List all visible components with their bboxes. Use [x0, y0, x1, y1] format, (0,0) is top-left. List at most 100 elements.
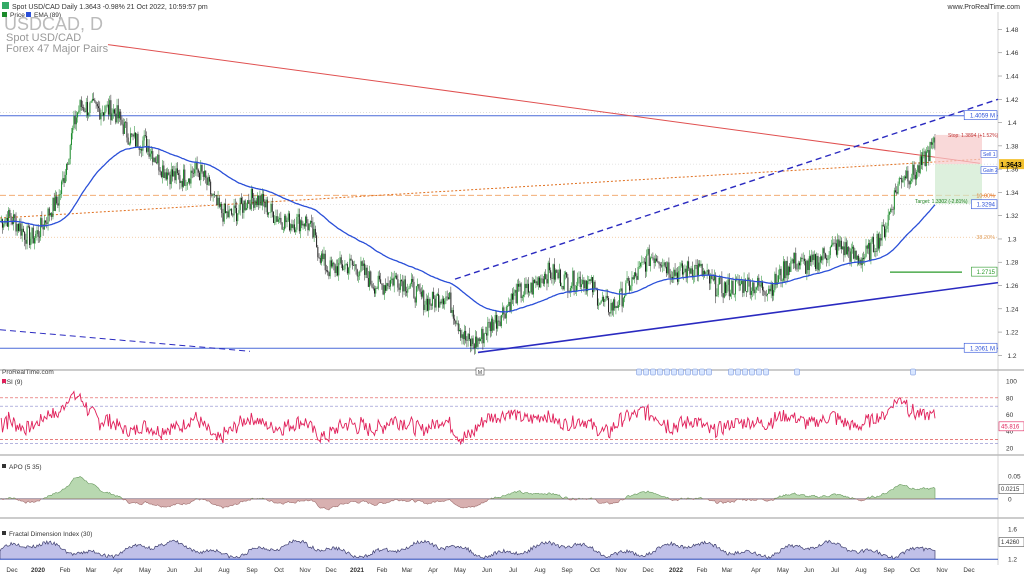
- event-marker[interactable]: [685, 368, 691, 376]
- candle-body: [164, 172, 166, 179]
- candle-body: [78, 110, 80, 113]
- event-marker[interactable]: [794, 368, 800, 376]
- time-tick-label: Nov: [299, 567, 311, 574]
- candle-body: [236, 208, 238, 222]
- candle-body: [516, 283, 518, 304]
- time-tick-label: Apr: [428, 567, 438, 574]
- time-tick-label: Nov: [936, 567, 948, 574]
- candle-body: [136, 133, 138, 147]
- candle-body: [562, 285, 564, 290]
- event-marker[interactable]: [728, 368, 734, 376]
- candle-body: [329, 260, 331, 277]
- candle-body: [169, 174, 171, 185]
- time-tick-label: Mar: [86, 567, 97, 574]
- candle-body: [778, 275, 780, 283]
- candle-body: [645, 261, 647, 272]
- candle-body: [290, 224, 292, 231]
- candle-body: [337, 266, 339, 276]
- support-trendline[interactable]: [477, 281, 999, 354]
- event-marker[interactable]: [749, 368, 755, 376]
- candle-body: [279, 217, 281, 220]
- candle-body: [686, 261, 688, 279]
- event-marker[interactable]: [763, 368, 769, 376]
- event-marker[interactable]: [692, 368, 698, 376]
- candle-body: [338, 262, 340, 276]
- legend-ema[interactable]: EMA (89): [34, 12, 61, 19]
- candle-body: [196, 161, 198, 170]
- event-marker[interactable]: [735, 368, 741, 376]
- candle-body: [470, 339, 472, 347]
- candle-body: [880, 237, 882, 241]
- target-zone[interactable]: [935, 164, 982, 204]
- orange-trendline[interactable]: [0, 158, 981, 219]
- candle-body: [350, 258, 352, 261]
- event-marker[interactable]: [706, 368, 712, 376]
- site-label: www.ProRealTime.com: [947, 4, 1021, 11]
- candle-body: [827, 259, 829, 260]
- event-marker[interactable]: [643, 368, 649, 376]
- candle-body: [284, 215, 286, 230]
- candle-body: [258, 195, 260, 206]
- low-marker[interactable]: [475, 367, 485, 376]
- candle-body: [38, 236, 40, 238]
- candle-body: [477, 338, 479, 347]
- legend-swatch-ema: [26, 12, 31, 17]
- candle-body: [853, 246, 855, 259]
- candle-body: [32, 227, 34, 244]
- candle-body: [383, 285, 385, 295]
- event-marker[interactable]: [678, 368, 684, 376]
- stop-zone[interactable]: [935, 134, 982, 165]
- red-trendline[interactable]: [107, 44, 981, 164]
- candle-body: [922, 152, 924, 165]
- candle-body: [187, 178, 189, 183]
- event-marker[interactable]: [671, 368, 677, 376]
- event-marker[interactable]: [664, 368, 670, 376]
- candle-body: [224, 203, 226, 214]
- event-marker[interactable]: [910, 368, 916, 376]
- candle-body: [580, 284, 582, 287]
- candle-body: [542, 278, 544, 284]
- candle-body: [563, 274, 565, 290]
- candle-body: [796, 268, 798, 270]
- candle-body: [614, 299, 616, 309]
- candle-body: [359, 271, 361, 276]
- candle-body: [505, 306, 507, 319]
- candle-body: [26, 226, 28, 244]
- candle-body: [901, 178, 903, 183]
- candle-body: [137, 133, 139, 148]
- candle-body: [105, 105, 107, 112]
- legend-price[interactable]: Price: [10, 12, 25, 19]
- candle-body: [70, 133, 72, 146]
- candle-body: [461, 334, 463, 338]
- event-marker[interactable]: [699, 368, 705, 376]
- candle-body: [423, 290, 425, 311]
- channel-trendline[interactable]: [454, 98, 999, 280]
- event-marker[interactable]: [742, 368, 748, 376]
- candle-body: [286, 220, 288, 223]
- candle-body: [616, 306, 618, 308]
- candle-body: [109, 100, 111, 115]
- candle-body: [413, 281, 415, 298]
- event-marker[interactable]: [650, 368, 656, 376]
- event-marker[interactable]: [756, 368, 762, 376]
- candle-body: [848, 246, 850, 252]
- event-marker[interactable]: [636, 368, 642, 376]
- old-channel-line[interactable]: [0, 329, 251, 352]
- candle-body: [217, 197, 219, 206]
- event-marker[interactable]: [657, 368, 663, 376]
- candle-body: [11, 220, 13, 224]
- sell-badge[interactable]: [980, 150, 998, 158]
- candle-body: [390, 280, 392, 287]
- candle-body: [397, 279, 399, 288]
- fdi-tick-label: 1.2: [1008, 557, 1017, 564]
- candle-body: [328, 272, 330, 277]
- time-tick-label: Dec: [325, 567, 336, 574]
- candle-body: [242, 203, 244, 213]
- gain-badge[interactable]: [980, 166, 998, 174]
- candle-body: [372, 287, 374, 289]
- candle-body: [653, 258, 655, 263]
- candle-body: [882, 224, 884, 227]
- candle-body: [854, 250, 856, 259]
